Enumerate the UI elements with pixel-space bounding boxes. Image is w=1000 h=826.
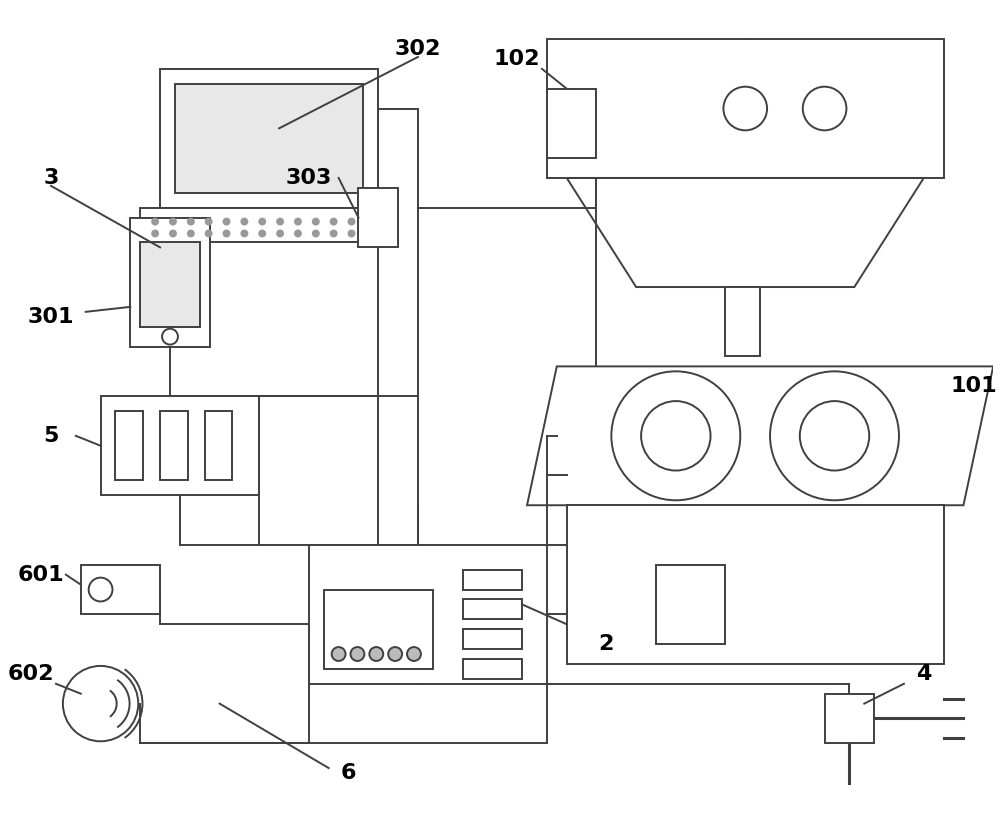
Text: 2: 2 bbox=[599, 634, 614, 654]
Bar bbox=[463, 600, 522, 620]
Circle shape bbox=[388, 647, 402, 661]
Circle shape bbox=[332, 647, 346, 661]
Circle shape bbox=[369, 647, 383, 661]
Circle shape bbox=[312, 217, 320, 225]
Bar bbox=[324, 590, 433, 669]
Circle shape bbox=[800, 401, 869, 471]
Circle shape bbox=[294, 217, 302, 225]
Circle shape bbox=[276, 217, 284, 225]
Circle shape bbox=[223, 230, 230, 237]
Bar bbox=[547, 39, 944, 178]
Circle shape bbox=[162, 329, 178, 344]
Bar bbox=[101, 396, 259, 496]
Circle shape bbox=[348, 230, 355, 237]
Bar bbox=[725, 287, 760, 357]
Circle shape bbox=[258, 217, 266, 225]
Text: 6: 6 bbox=[341, 763, 356, 783]
Circle shape bbox=[276, 230, 284, 237]
Text: 102: 102 bbox=[494, 49, 540, 69]
Text: 101: 101 bbox=[950, 376, 997, 396]
Circle shape bbox=[258, 230, 266, 237]
Text: 302: 302 bbox=[395, 39, 441, 59]
Text: 3: 3 bbox=[43, 168, 59, 188]
Bar bbox=[309, 545, 547, 684]
Circle shape bbox=[205, 230, 213, 237]
Circle shape bbox=[312, 230, 320, 237]
Circle shape bbox=[330, 230, 338, 237]
Circle shape bbox=[240, 217, 248, 225]
Circle shape bbox=[63, 666, 138, 741]
Bar bbox=[463, 570, 522, 590]
Circle shape bbox=[330, 217, 338, 225]
Circle shape bbox=[294, 230, 302, 237]
Text: 602: 602 bbox=[8, 664, 54, 684]
Bar bbox=[463, 629, 522, 649]
Text: 303: 303 bbox=[286, 168, 332, 188]
Text: 601: 601 bbox=[18, 565, 64, 585]
Bar bbox=[160, 69, 378, 207]
Bar bbox=[463, 659, 522, 679]
Circle shape bbox=[407, 647, 421, 661]
Bar bbox=[140, 207, 398, 242]
Text: 301: 301 bbox=[28, 306, 74, 327]
Text: 4: 4 bbox=[916, 664, 931, 684]
Bar bbox=[547, 88, 596, 158]
Bar bbox=[825, 694, 874, 743]
Bar bbox=[567, 506, 944, 664]
Bar bbox=[81, 565, 160, 615]
Bar bbox=[130, 217, 210, 347]
Circle shape bbox=[223, 217, 230, 225]
Bar bbox=[115, 411, 143, 481]
Circle shape bbox=[723, 87, 767, 131]
Circle shape bbox=[169, 217, 177, 225]
Text: 5: 5 bbox=[43, 426, 59, 446]
Bar bbox=[656, 565, 725, 644]
Bar bbox=[175, 83, 363, 192]
Circle shape bbox=[641, 401, 711, 471]
Bar bbox=[205, 411, 232, 481]
Circle shape bbox=[351, 647, 364, 661]
Circle shape bbox=[187, 217, 195, 225]
Circle shape bbox=[187, 230, 195, 237]
Circle shape bbox=[89, 577, 112, 601]
Circle shape bbox=[803, 87, 846, 131]
Bar bbox=[160, 411, 188, 481]
Circle shape bbox=[770, 372, 899, 501]
Circle shape bbox=[611, 372, 740, 501]
Bar bbox=[358, 188, 398, 247]
Circle shape bbox=[348, 217, 355, 225]
Circle shape bbox=[151, 217, 159, 225]
Circle shape bbox=[151, 230, 159, 237]
Circle shape bbox=[205, 217, 213, 225]
Circle shape bbox=[169, 230, 177, 237]
Circle shape bbox=[240, 230, 248, 237]
Bar bbox=[140, 242, 200, 327]
